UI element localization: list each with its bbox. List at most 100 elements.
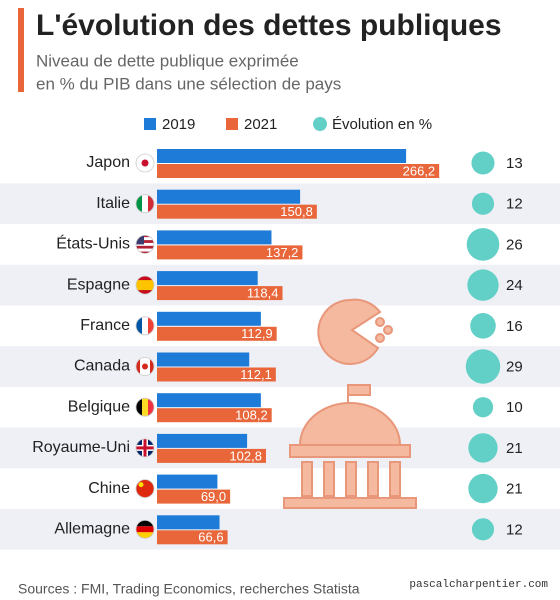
- source: Sources : FMI, Trading Economics, recher…: [18, 581, 360, 597]
- flag-border: [135, 438, 155, 458]
- bar: [157, 271, 258, 286]
- subtitle: en % du PIB dans une sélection de pays: [36, 74, 341, 93]
- column: [323, 461, 335, 497]
- value-label: 137,2: [266, 245, 299, 260]
- chart-title: L'évolution des dettes publiques: [36, 9, 502, 42]
- bar: [157, 286, 283, 301]
- flag-part: [136, 532, 154, 539]
- flag: [136, 276, 154, 295]
- evolution-bubble: [468, 433, 498, 463]
- flag-part: [142, 363, 148, 370]
- bar: [157, 164, 440, 178]
- flag: [136, 479, 154, 498]
- bar: [157, 326, 277, 341]
- value-label: 112,9: [241, 326, 273, 341]
- evolution-bubble: [465, 349, 501, 384]
- flag-part: [136, 237, 154, 241]
- value-label: 108,2: [235, 408, 268, 423]
- illustration: [283, 298, 417, 509]
- evolution-bubble: [472, 397, 494, 418]
- flag-part: [138, 482, 144, 488]
- category-label: Japon: [86, 154, 130, 171]
- flag-part: [148, 194, 154, 213]
- flag: [136, 398, 154, 417]
- flag: [136, 438, 154, 457]
- category-label: États-Unis: [56, 234, 130, 253]
- bar: [157, 515, 220, 530]
- evolution-bubble: [471, 151, 495, 175]
- flag-part: [136, 194, 142, 213]
- value-label: 66,6: [198, 530, 223, 545]
- flag-border: [135, 153, 155, 173]
- flag-part: [136, 398, 142, 417]
- flag-part: [136, 235, 154, 238]
- watermark: pascalcharpentier.com: [409, 579, 548, 591]
- bar: [157, 245, 303, 260]
- value-label: 112,1: [240, 367, 272, 382]
- flag-part: [148, 316, 154, 335]
- row-band: [0, 508, 560, 550]
- category-label: Chine: [88, 480, 130, 497]
- flag-border: [135, 357, 155, 376]
- evolution-label: 16: [506, 318, 523, 335]
- value-label: 150,8: [280, 204, 313, 219]
- flag-part: [136, 248, 154, 252]
- evolution-label: 29: [506, 358, 523, 375]
- flag-border: [135, 397, 155, 417]
- flag-border: [135, 316, 155, 336]
- flag-part: [142, 194, 148, 213]
- flag: [136, 235, 154, 254]
- category-label: France: [80, 317, 130, 334]
- flag-border: [135, 234, 155, 254]
- bar: [157, 489, 231, 504]
- flag-part: [136, 251, 154, 254]
- legend-swatch: [313, 117, 327, 131]
- category-label: Royaume-Uni: [32, 439, 130, 456]
- flag-border: [135, 479, 155, 499]
- coin: [375, 317, 385, 327]
- flag: [136, 154, 154, 172]
- value-label: 118,4: [247, 286, 279, 301]
- bar: [157, 204, 317, 219]
- flag-border: [135, 194, 155, 214]
- bar: [157, 367, 276, 382]
- flag-part: [142, 316, 148, 335]
- flag-part: [136, 235, 144, 245]
- value-label: 69,0: [201, 489, 226, 504]
- pacman: [317, 298, 382, 365]
- value-label: 266,2: [403, 163, 436, 178]
- bar: [157, 352, 250, 367]
- evolution-bubble: [468, 473, 498, 504]
- row-band: [0, 427, 560, 469]
- flag-part: [136, 316, 142, 335]
- flag-part: [148, 398, 154, 417]
- flag-part: [136, 240, 154, 243]
- flag-border: [135, 275, 155, 295]
- flag-part: [136, 446, 154, 450]
- evolution-label: 13: [506, 155, 523, 172]
- evolution-label: 12: [506, 521, 523, 538]
- category-label: Canada: [74, 358, 130, 375]
- bar: [157, 393, 261, 408]
- evolution-bubble: [470, 313, 496, 339]
- flag: [136, 194, 154, 213]
- rows: Japon 266,2 13 Italie 150,8 12 États-Unis 137,2…: [0, 149, 560, 550]
- evolution-bubble: [467, 269, 499, 301]
- evolution-label: 26: [506, 236, 523, 253]
- column: [389, 461, 401, 497]
- evolution-label: 12: [506, 196, 523, 213]
- flag-part: [136, 280, 154, 291]
- flag: [136, 357, 154, 376]
- legend: 2019 2021 Évolution en %: [144, 116, 432, 133]
- bar: [157, 230, 272, 245]
- category-label: Italie: [96, 195, 130, 212]
- value-label: 102,8: [229, 448, 262, 463]
- flag-part: [136, 242, 154, 246]
- flag: [136, 520, 154, 539]
- subtitle: Niveau de dette publique exprimée: [36, 51, 299, 70]
- flag-part: [136, 526, 154, 533]
- accent-bar: [18, 8, 24, 92]
- architrave: [289, 444, 411, 458]
- flag-part: [136, 245, 154, 249]
- category-label: Belgique: [68, 398, 130, 415]
